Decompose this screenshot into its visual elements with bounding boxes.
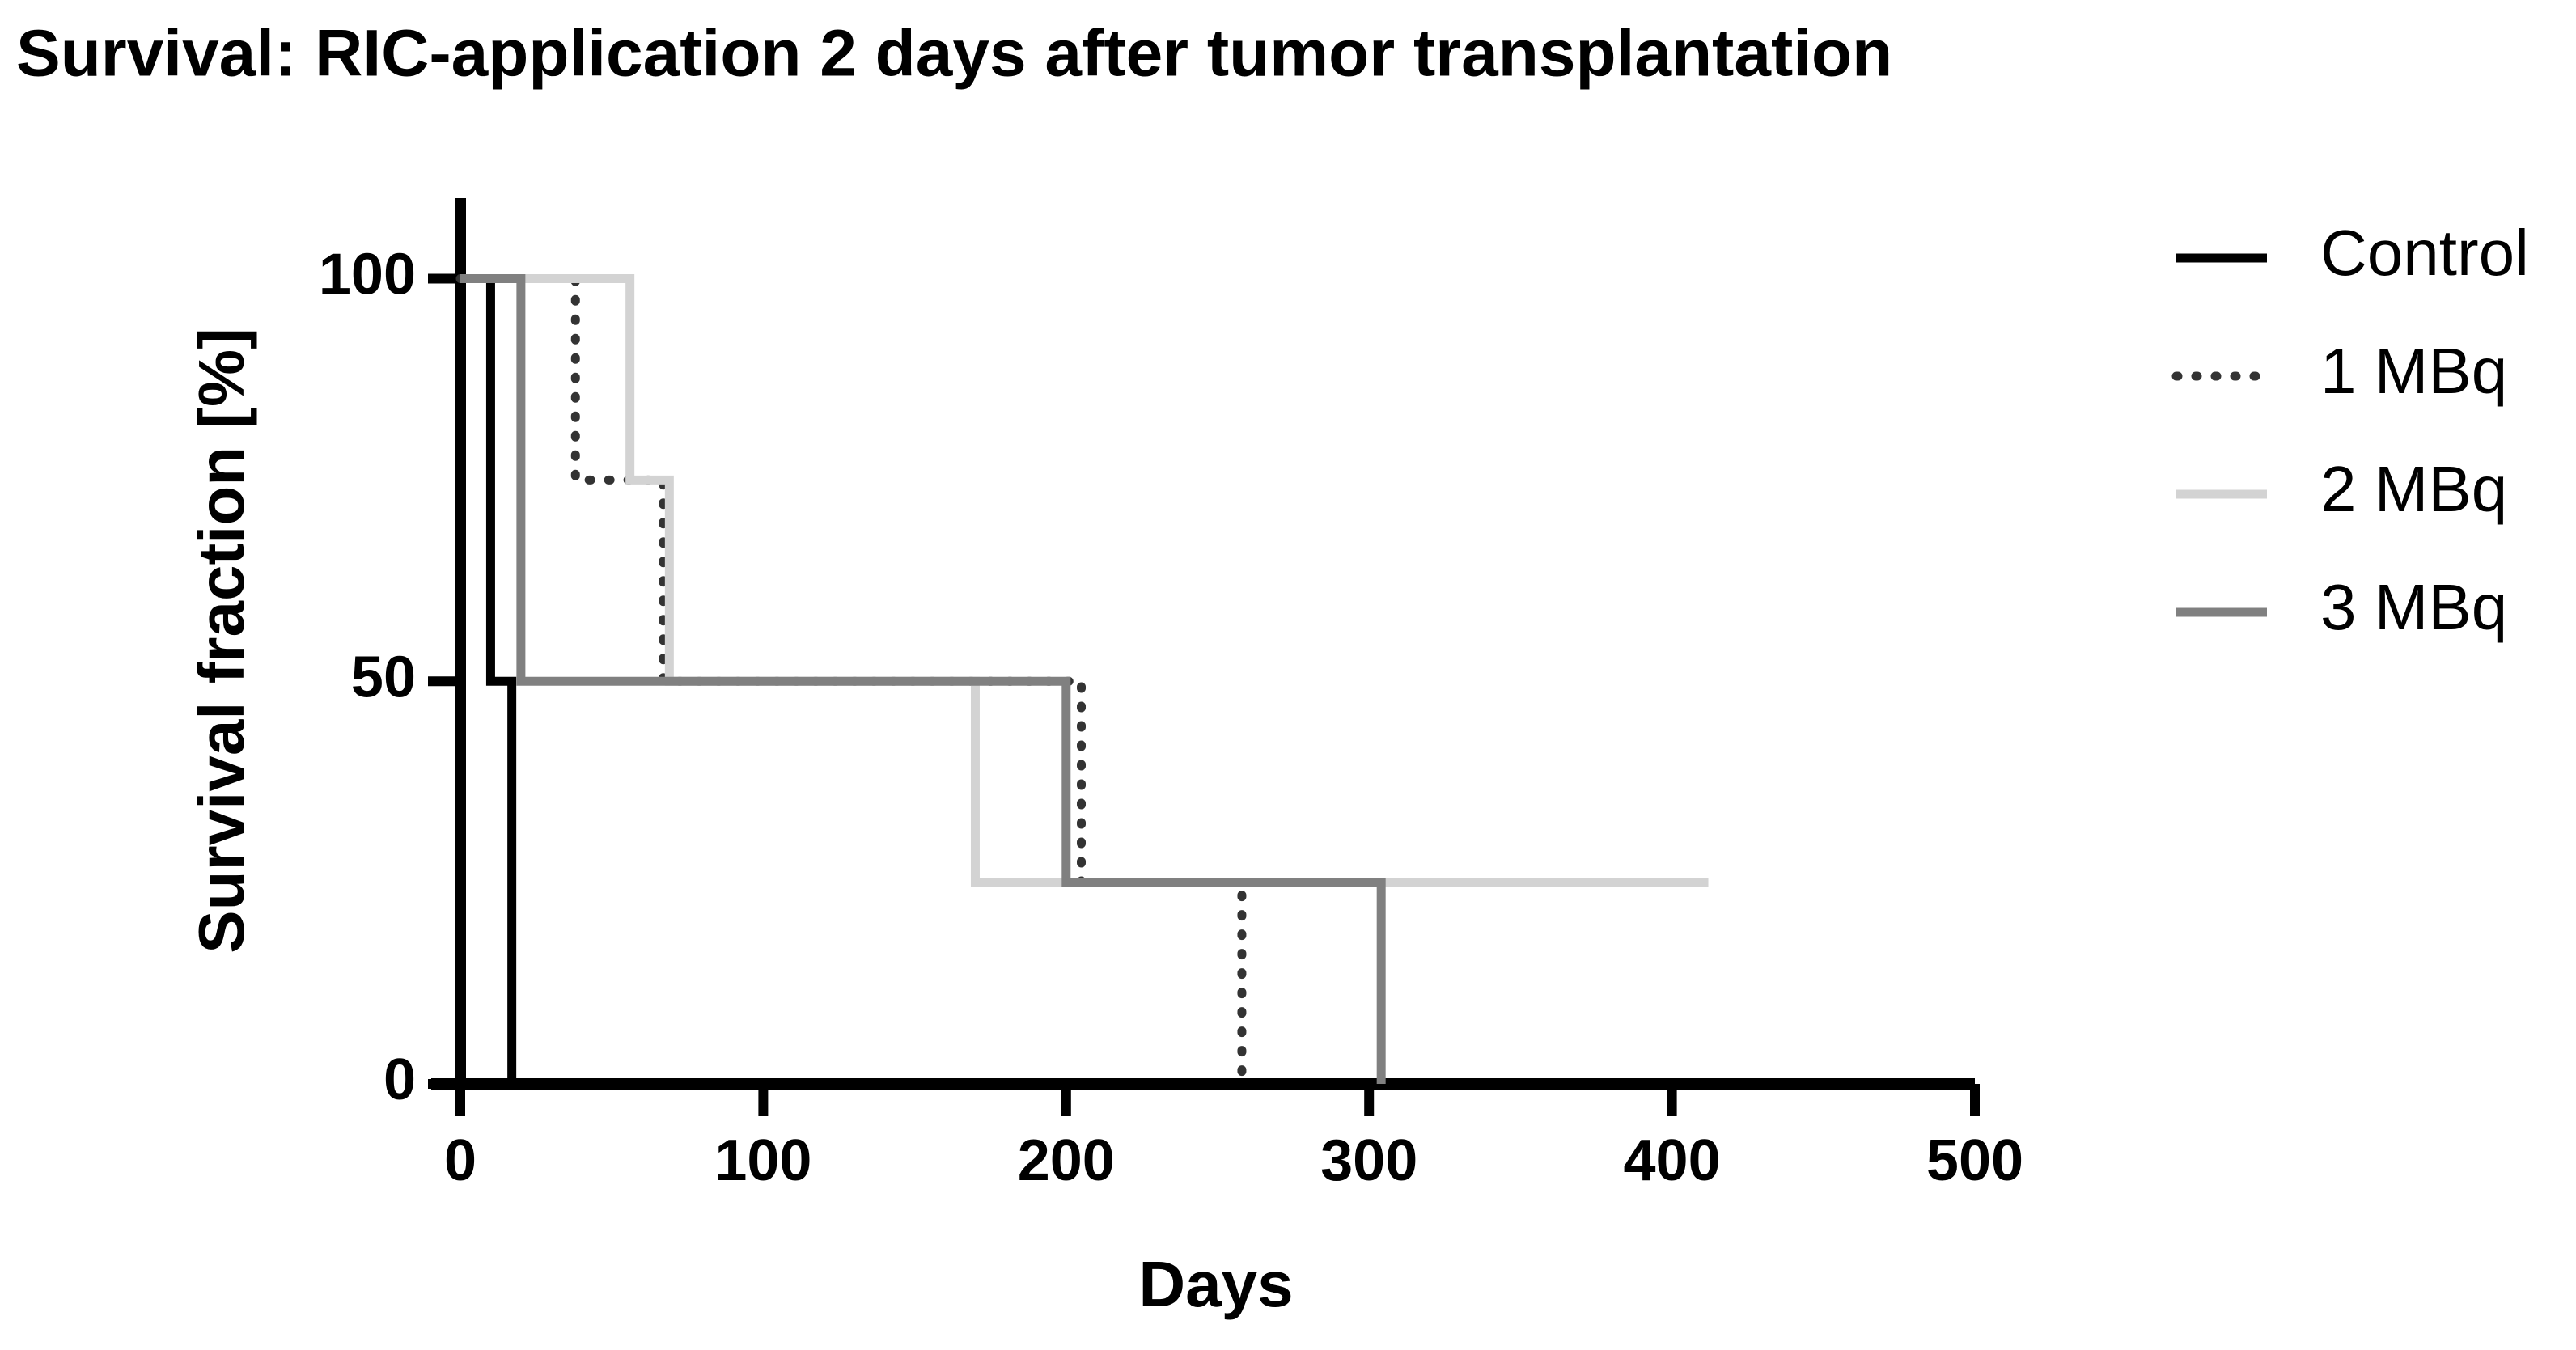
survival-curve: [460, 274, 1386, 1084]
y-tick-label: 50: [351, 645, 416, 709]
legend-label: 1 MBq: [2320, 335, 2507, 407]
survival-curve: [460, 274, 1709, 887]
x-tick-label: 300: [1320, 1128, 1417, 1193]
legend-label: Control: [2320, 217, 2529, 289]
y-tick-label: 100: [319, 243, 416, 307]
x-tick-label: 0: [444, 1128, 477, 1193]
legend-label: 2 MBq: [2320, 453, 2507, 525]
x-axis-label: Days: [1138, 1248, 1293, 1320]
x-tick-label: 200: [1018, 1128, 1115, 1193]
x-tick-label: 100: [714, 1128, 811, 1193]
survival-curve: [460, 274, 517, 1084]
legend-label: 3 MBq: [2320, 571, 2507, 643]
y-tick-label: 0: [383, 1047, 416, 1112]
x-tick-label: 500: [1926, 1128, 2023, 1193]
chart-title: Survival: RIC-application 2 days after t…: [16, 17, 1892, 91]
y-axis-label: Survival fraction [%]: [185, 328, 257, 954]
x-tick-label: 400: [1624, 1128, 1721, 1193]
